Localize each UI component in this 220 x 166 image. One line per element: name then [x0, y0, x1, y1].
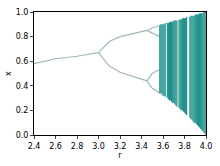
svg-text:0.8: 0.8	[16, 32, 29, 41]
svg-text:2.8: 2.8	[71, 142, 84, 151]
svg-text:4.0: 4.0	[200, 142, 213, 151]
svg-text:0.0: 0.0	[16, 131, 29, 140]
svg-text:0.4: 0.4	[16, 82, 29, 91]
svg-text:x: x	[4, 71, 13, 76]
svg-text:1.0: 1.0	[16, 8, 29, 17]
svg-text:3.6: 3.6	[157, 142, 170, 151]
svg-text:3.0: 3.0	[92, 142, 105, 151]
svg-text:2.6: 2.6	[49, 142, 62, 151]
svg-text:2.4: 2.4	[28, 142, 41, 151]
svg-text:r: r	[118, 151, 122, 160]
svg-text:0.6: 0.6	[16, 57, 29, 66]
svg-text:3.8: 3.8	[178, 142, 191, 151]
svg-text:3.4: 3.4	[135, 142, 148, 151]
svg-text:3.2: 3.2	[114, 142, 127, 151]
svg-text:0.2: 0.2	[16, 106, 29, 115]
